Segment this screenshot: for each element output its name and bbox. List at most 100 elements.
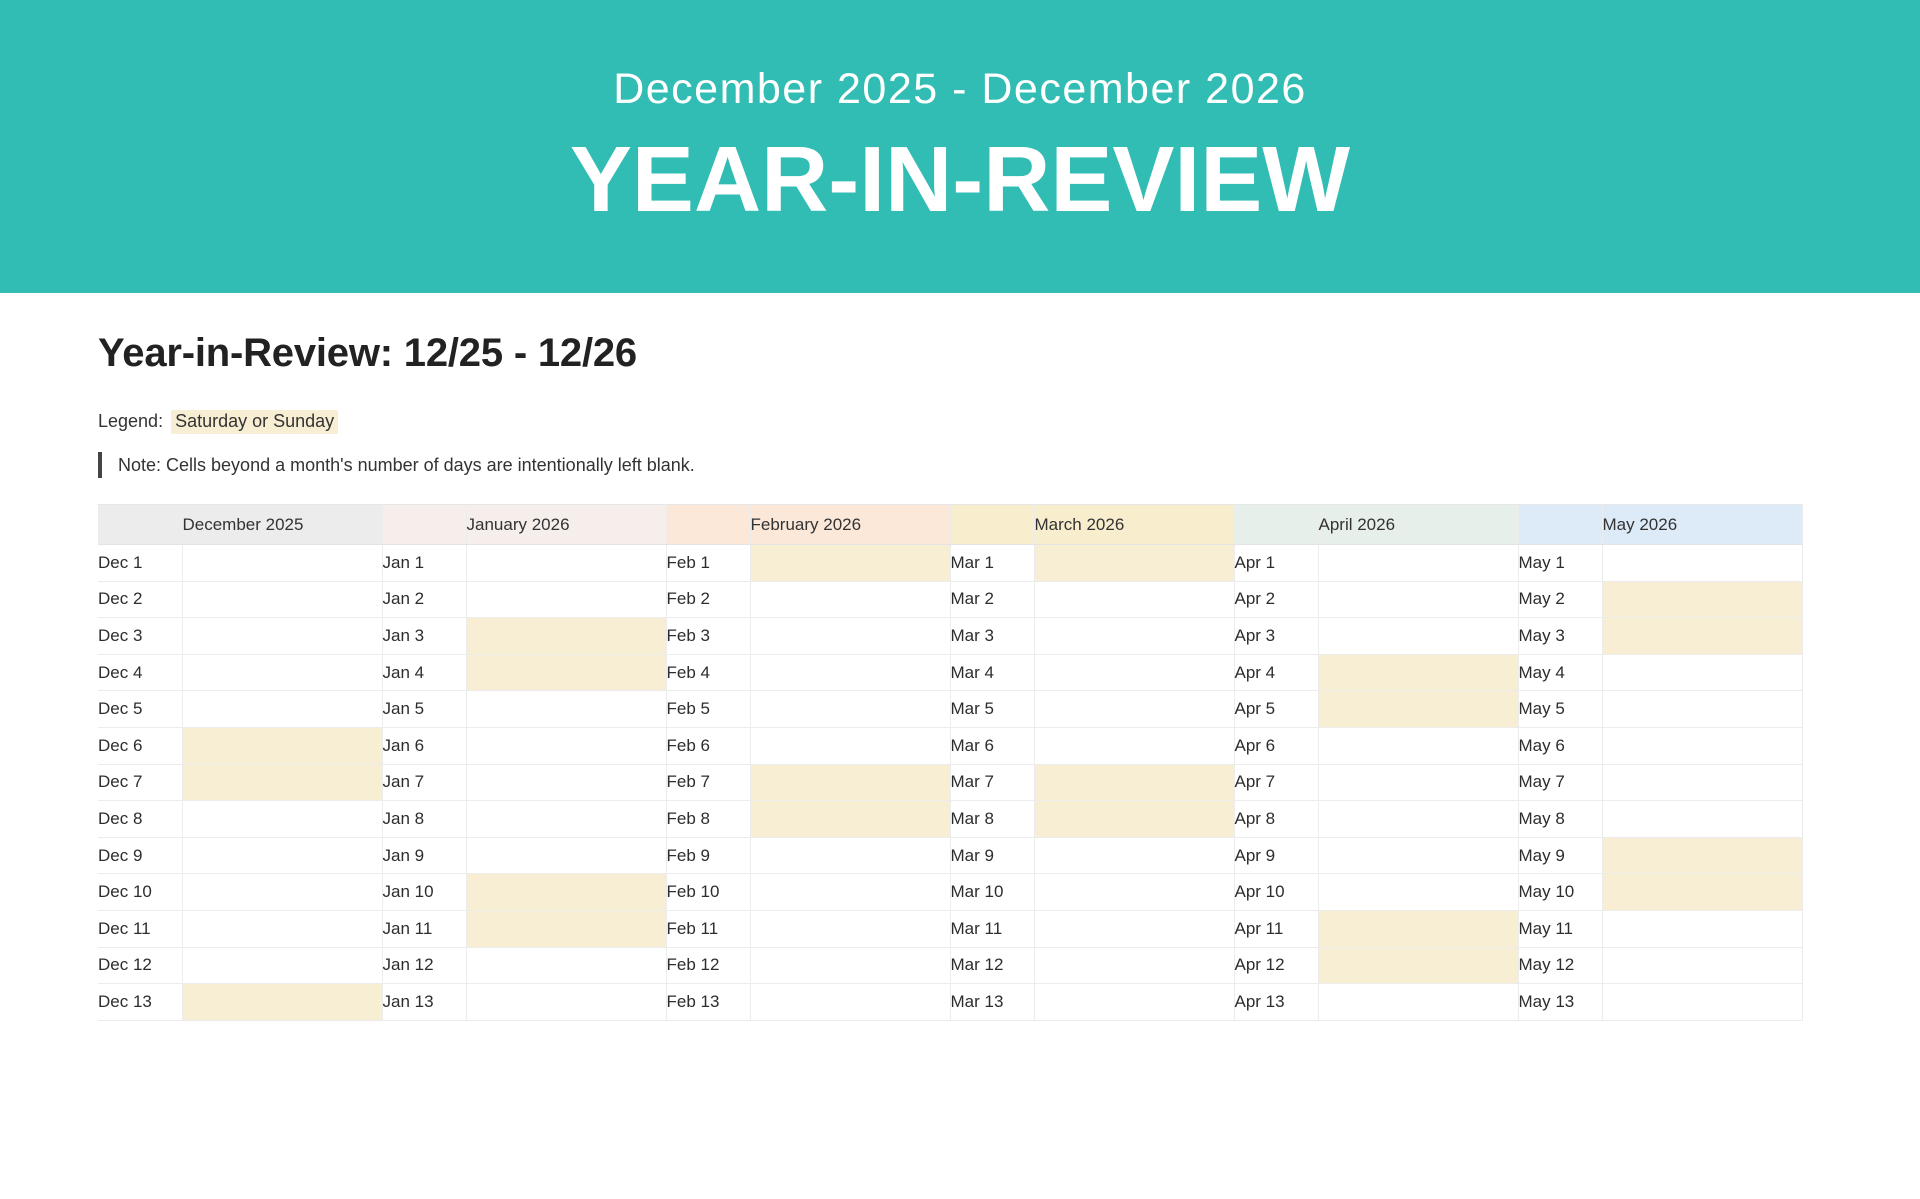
day-entry-feb-5[interactable] [750, 690, 951, 728]
day-entry-feb-12[interactable] [750, 947, 951, 985]
day-label-feb-2: Feb 2 [666, 581, 751, 619]
day-entry-dec-8[interactable] [182, 800, 383, 838]
day-entry-dec-6[interactable] [182, 727, 383, 765]
day-entry-may-13[interactable] [1602, 983, 1803, 1021]
day-entry-dec-11[interactable] [182, 910, 383, 948]
day-entry-may-10[interactable] [1602, 873, 1803, 911]
day-entry-apr-1[interactable] [1318, 544, 1519, 582]
column-header-feb: February 2026 [750, 504, 951, 545]
day-entry-mar-2[interactable] [1034, 581, 1235, 619]
day-entry-mar-12[interactable] [1034, 947, 1235, 985]
day-entry-mar-7[interactable] [1034, 764, 1235, 802]
day-entry-dec-7[interactable] [182, 764, 383, 802]
day-entry-apr-11[interactable] [1318, 910, 1519, 948]
day-entry-apr-7[interactable] [1318, 764, 1519, 802]
day-label-dec-6: Dec 6 [98, 727, 183, 765]
day-entry-jan-5[interactable] [466, 690, 667, 728]
day-entry-feb-6[interactable] [750, 727, 951, 765]
day-entry-apr-5[interactable] [1318, 690, 1519, 728]
banner-title: YEAR-IN-REVIEW [569, 126, 1351, 231]
day-entry-dec-5[interactable] [182, 690, 383, 728]
day-entry-jan-12[interactable] [466, 947, 667, 985]
day-entry-mar-8[interactable] [1034, 800, 1235, 838]
day-entry-mar-1[interactable] [1034, 544, 1235, 582]
table-row: Dec 11 Jan 11 Feb 11 Mar 11 Apr 11 May 11 [98, 910, 1803, 948]
day-entry-feb-9[interactable] [750, 837, 951, 875]
day-entry-jan-8[interactable] [466, 800, 667, 838]
day-entry-may-4[interactable] [1602, 654, 1803, 692]
day-entry-may-1[interactable] [1602, 544, 1803, 582]
day-entry-dec-10[interactable] [182, 873, 383, 911]
day-entry-apr-3[interactable] [1318, 617, 1519, 655]
day-entry-mar-4[interactable] [1034, 654, 1235, 692]
day-entry-may-11[interactable] [1602, 910, 1803, 948]
day-entry-dec-12[interactable] [182, 947, 383, 985]
day-entry-feb-3[interactable] [750, 617, 951, 655]
day-entry-feb-8[interactable] [750, 800, 951, 838]
day-entry-jan-1[interactable] [466, 544, 667, 582]
day-entry-feb-10[interactable] [750, 873, 951, 911]
calendar-body: Dec 1 Jan 1 Feb 1 Mar 1 Apr 1 May 1 Dec 2 Jan 2… [98, 544, 1803, 1021]
day-entry-apr-2[interactable] [1318, 581, 1519, 619]
day-entry-feb-1[interactable] [750, 544, 951, 582]
day-entry-feb-4[interactable] [750, 654, 951, 692]
legend-weekend-swatch: Saturday or Sunday [171, 410, 339, 434]
day-entry-feb-11[interactable] [750, 910, 951, 948]
day-label-apr-10: Apr 10 [1234, 873, 1319, 911]
day-entry-may-7[interactable] [1602, 764, 1803, 802]
day-entry-dec-1[interactable] [182, 544, 383, 582]
day-label-feb-12: Feb 12 [666, 947, 751, 985]
day-entry-jan-13[interactable] [466, 983, 667, 1021]
day-entry-dec-9[interactable] [182, 837, 383, 875]
day-entry-apr-6[interactable] [1318, 727, 1519, 765]
day-label-jan-5: Jan 5 [382, 690, 467, 728]
calendar-table-wrap[interactable]: December 2025 January 2026 February 2026 Ma… [98, 504, 1920, 1021]
day-entry-jan-10[interactable] [466, 873, 667, 911]
day-entry-may-2[interactable] [1602, 581, 1803, 619]
banner-subtitle: December 2025 - December 2026 [613, 64, 1307, 113]
day-entry-apr-4[interactable] [1318, 654, 1519, 692]
day-entry-may-5[interactable] [1602, 690, 1803, 728]
day-entry-jan-6[interactable] [466, 727, 667, 765]
day-entry-may-9[interactable] [1602, 837, 1803, 875]
day-entry-dec-13[interactable] [182, 983, 383, 1021]
column-header-spacer-dec [98, 504, 183, 545]
table-row: Dec 7 Jan 7 Feb 7 Mar 7 Apr 7 May 7 [98, 764, 1803, 802]
legend-label: Legend: [98, 411, 164, 431]
day-entry-may-6[interactable] [1602, 727, 1803, 765]
day-entry-feb-7[interactable] [750, 764, 951, 802]
day-label-apr-6: Apr 6 [1234, 727, 1319, 765]
day-entry-may-8[interactable] [1602, 800, 1803, 838]
day-entry-mar-6[interactable] [1034, 727, 1235, 765]
day-entry-dec-2[interactable] [182, 581, 383, 619]
day-entry-mar-3[interactable] [1034, 617, 1235, 655]
day-entry-mar-9[interactable] [1034, 837, 1235, 875]
day-entry-apr-8[interactable] [1318, 800, 1519, 838]
day-label-may-10: May 10 [1518, 873, 1603, 911]
day-entry-may-3[interactable] [1602, 617, 1803, 655]
day-entry-dec-4[interactable] [182, 654, 383, 692]
day-entry-jan-11[interactable] [466, 910, 667, 948]
day-entry-jan-3[interactable] [466, 617, 667, 655]
day-entry-jan-4[interactable] [466, 654, 667, 692]
day-entry-may-12[interactable] [1602, 947, 1803, 985]
day-label-jan-11: Jan 11 [382, 910, 467, 948]
day-entry-apr-12[interactable] [1318, 947, 1519, 985]
day-label-apr-5: Apr 5 [1234, 690, 1319, 728]
day-entry-jan-7[interactable] [466, 764, 667, 802]
day-entry-feb-13[interactable] [750, 983, 951, 1021]
day-entry-feb-2[interactable] [750, 581, 951, 619]
day-entry-dec-3[interactable] [182, 617, 383, 655]
day-entry-mar-10[interactable] [1034, 873, 1235, 911]
day-entry-jan-9[interactable] [466, 837, 667, 875]
day-entry-mar-13[interactable] [1034, 983, 1235, 1021]
day-entry-apr-13[interactable] [1318, 983, 1519, 1021]
day-entry-apr-10[interactable] [1318, 873, 1519, 911]
column-header-spacer-jan [382, 504, 467, 545]
day-entry-apr-9[interactable] [1318, 837, 1519, 875]
column-header-may: May 2026 [1602, 504, 1803, 545]
day-entry-mar-11[interactable] [1034, 910, 1235, 948]
day-entry-mar-5[interactable] [1034, 690, 1235, 728]
day-label-mar-3: Mar 3 [950, 617, 1035, 655]
day-entry-jan-2[interactable] [466, 581, 667, 619]
